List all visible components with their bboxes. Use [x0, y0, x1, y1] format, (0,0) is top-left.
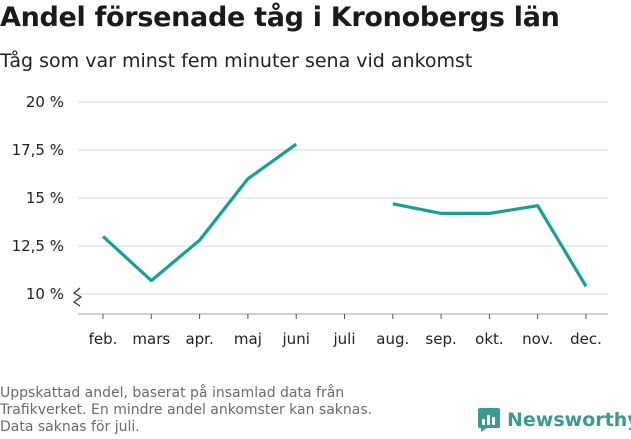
x-tick-label: sep. [425, 330, 456, 348]
x-tick-label: apr. [185, 330, 213, 348]
x-tick-label: juli [332, 330, 355, 348]
y-tick-label: 10 % [26, 285, 64, 303]
x-tick-label: juni [282, 330, 310, 348]
x-tick-label: maj [234, 330, 262, 348]
x-tick-label: mars [132, 330, 170, 348]
brand-logo: Newsworthy [477, 407, 631, 433]
x-tick-label: dec. [570, 330, 602, 348]
x-tick-label: nov. [522, 330, 553, 348]
x-tick-label: feb. [89, 330, 118, 348]
x-tick-label: aug. [376, 330, 409, 348]
line-chart: 10 % 12,5 % 15 % 17,5 % 20 % feb. mars apr. maj… [12, 93, 608, 348]
x-tick-label: okt. [475, 330, 504, 348]
y-tick-label: 20 % [26, 93, 64, 111]
bar-chart-logo-icon [478, 408, 500, 432]
chart-title: Andel försenade tåg i Kronobergs län [0, 2, 560, 33]
source-note: Uppskattad andel, baserat på insamlad da… [0, 385, 440, 436]
axis-break-icon [72, 287, 83, 307]
brand-name: Newsworthy [507, 409, 631, 431]
source-note-line: Data saknas för juli. [0, 419, 140, 435]
source-note-line: Uppskattad andel, baserat på insamlad da… [0, 385, 345, 401]
y-tick-label: 15 % [26, 189, 64, 207]
y-tick-label: 17,5 % [12, 141, 64, 159]
series-line [392, 202, 588, 288]
series-line [101, 142, 298, 283]
y-tick-label: 12,5 % [12, 237, 64, 255]
chart-subtitle: Tåg som var minst fem minuter sena vid a… [0, 50, 473, 72]
source-note-line: Trafikverket. En mindre andel ankomster … [0, 402, 373, 418]
